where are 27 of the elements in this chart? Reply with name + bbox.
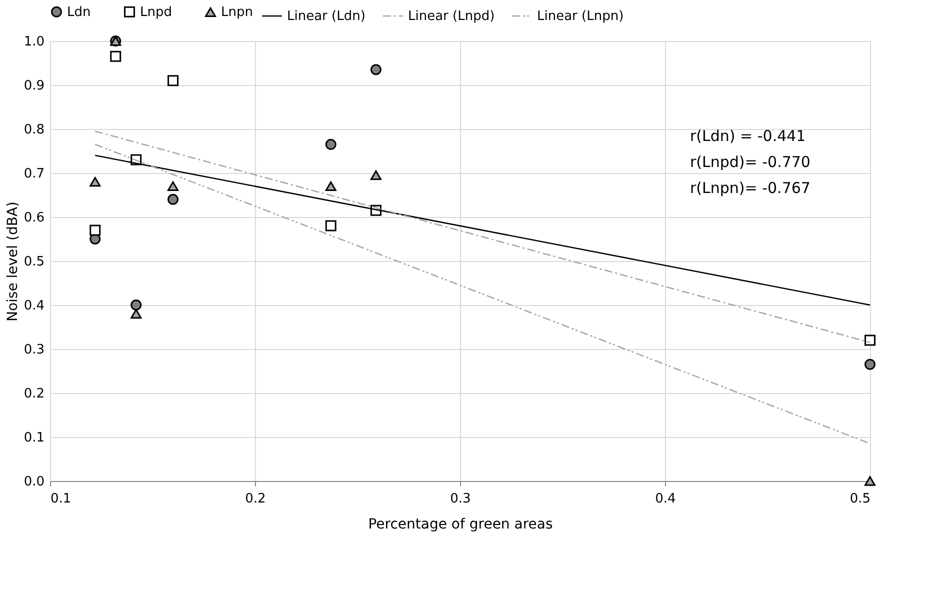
legend-label: Lnpd bbox=[140, 4, 172, 20]
y-tick-label: 0.4 bbox=[24, 298, 44, 314]
annotation: r(Ldn) = -0.441 bbox=[690, 127, 806, 145]
y-tick-label: 0.5 bbox=[24, 254, 44, 270]
legend-label: Linear (Ldn) bbox=[287, 9, 366, 24]
x-axis-title: Percentage of green areas bbox=[368, 516, 553, 532]
x-tick-label: 0.5 bbox=[850, 492, 870, 506]
y-tick-label: 0.9 bbox=[24, 78, 44, 94]
annotation: r(Lnpd)= -0.770 bbox=[690, 153, 810, 171]
legend-label: Ldn bbox=[67, 4, 91, 20]
annotation: r(Lnpn)= -0.767 bbox=[690, 179, 810, 197]
y-axis-title: Noise level (dBA) bbox=[4, 201, 21, 322]
y-tick-label: 0.3 bbox=[24, 342, 44, 358]
legend-label: Lnpn bbox=[221, 5, 253, 20]
y-tick-label: 0.2 bbox=[24, 386, 44, 402]
x-tick-label: 0.1 bbox=[50, 492, 72, 506]
y-tick-label: 0.0 bbox=[24, 474, 44, 490]
x-tick-label: 0.3 bbox=[450, 492, 471, 506]
y-tick-label: 0.7 bbox=[24, 166, 44, 182]
x-tick-label: 0.4 bbox=[655, 492, 676, 506]
y-tick-label: 0.8 bbox=[24, 122, 44, 138]
y-tick-label: 0.1 bbox=[24, 430, 44, 446]
legend-label: Linear (Lnpd) bbox=[408, 9, 495, 24]
x-tick-label: 0.2 bbox=[245, 492, 266, 506]
y-tick-label: 0.6 bbox=[24, 210, 44, 226]
y-tick-label: 1.0 bbox=[24, 34, 44, 50]
legend-label: Linear (Lnpn) bbox=[537, 9, 624, 24]
